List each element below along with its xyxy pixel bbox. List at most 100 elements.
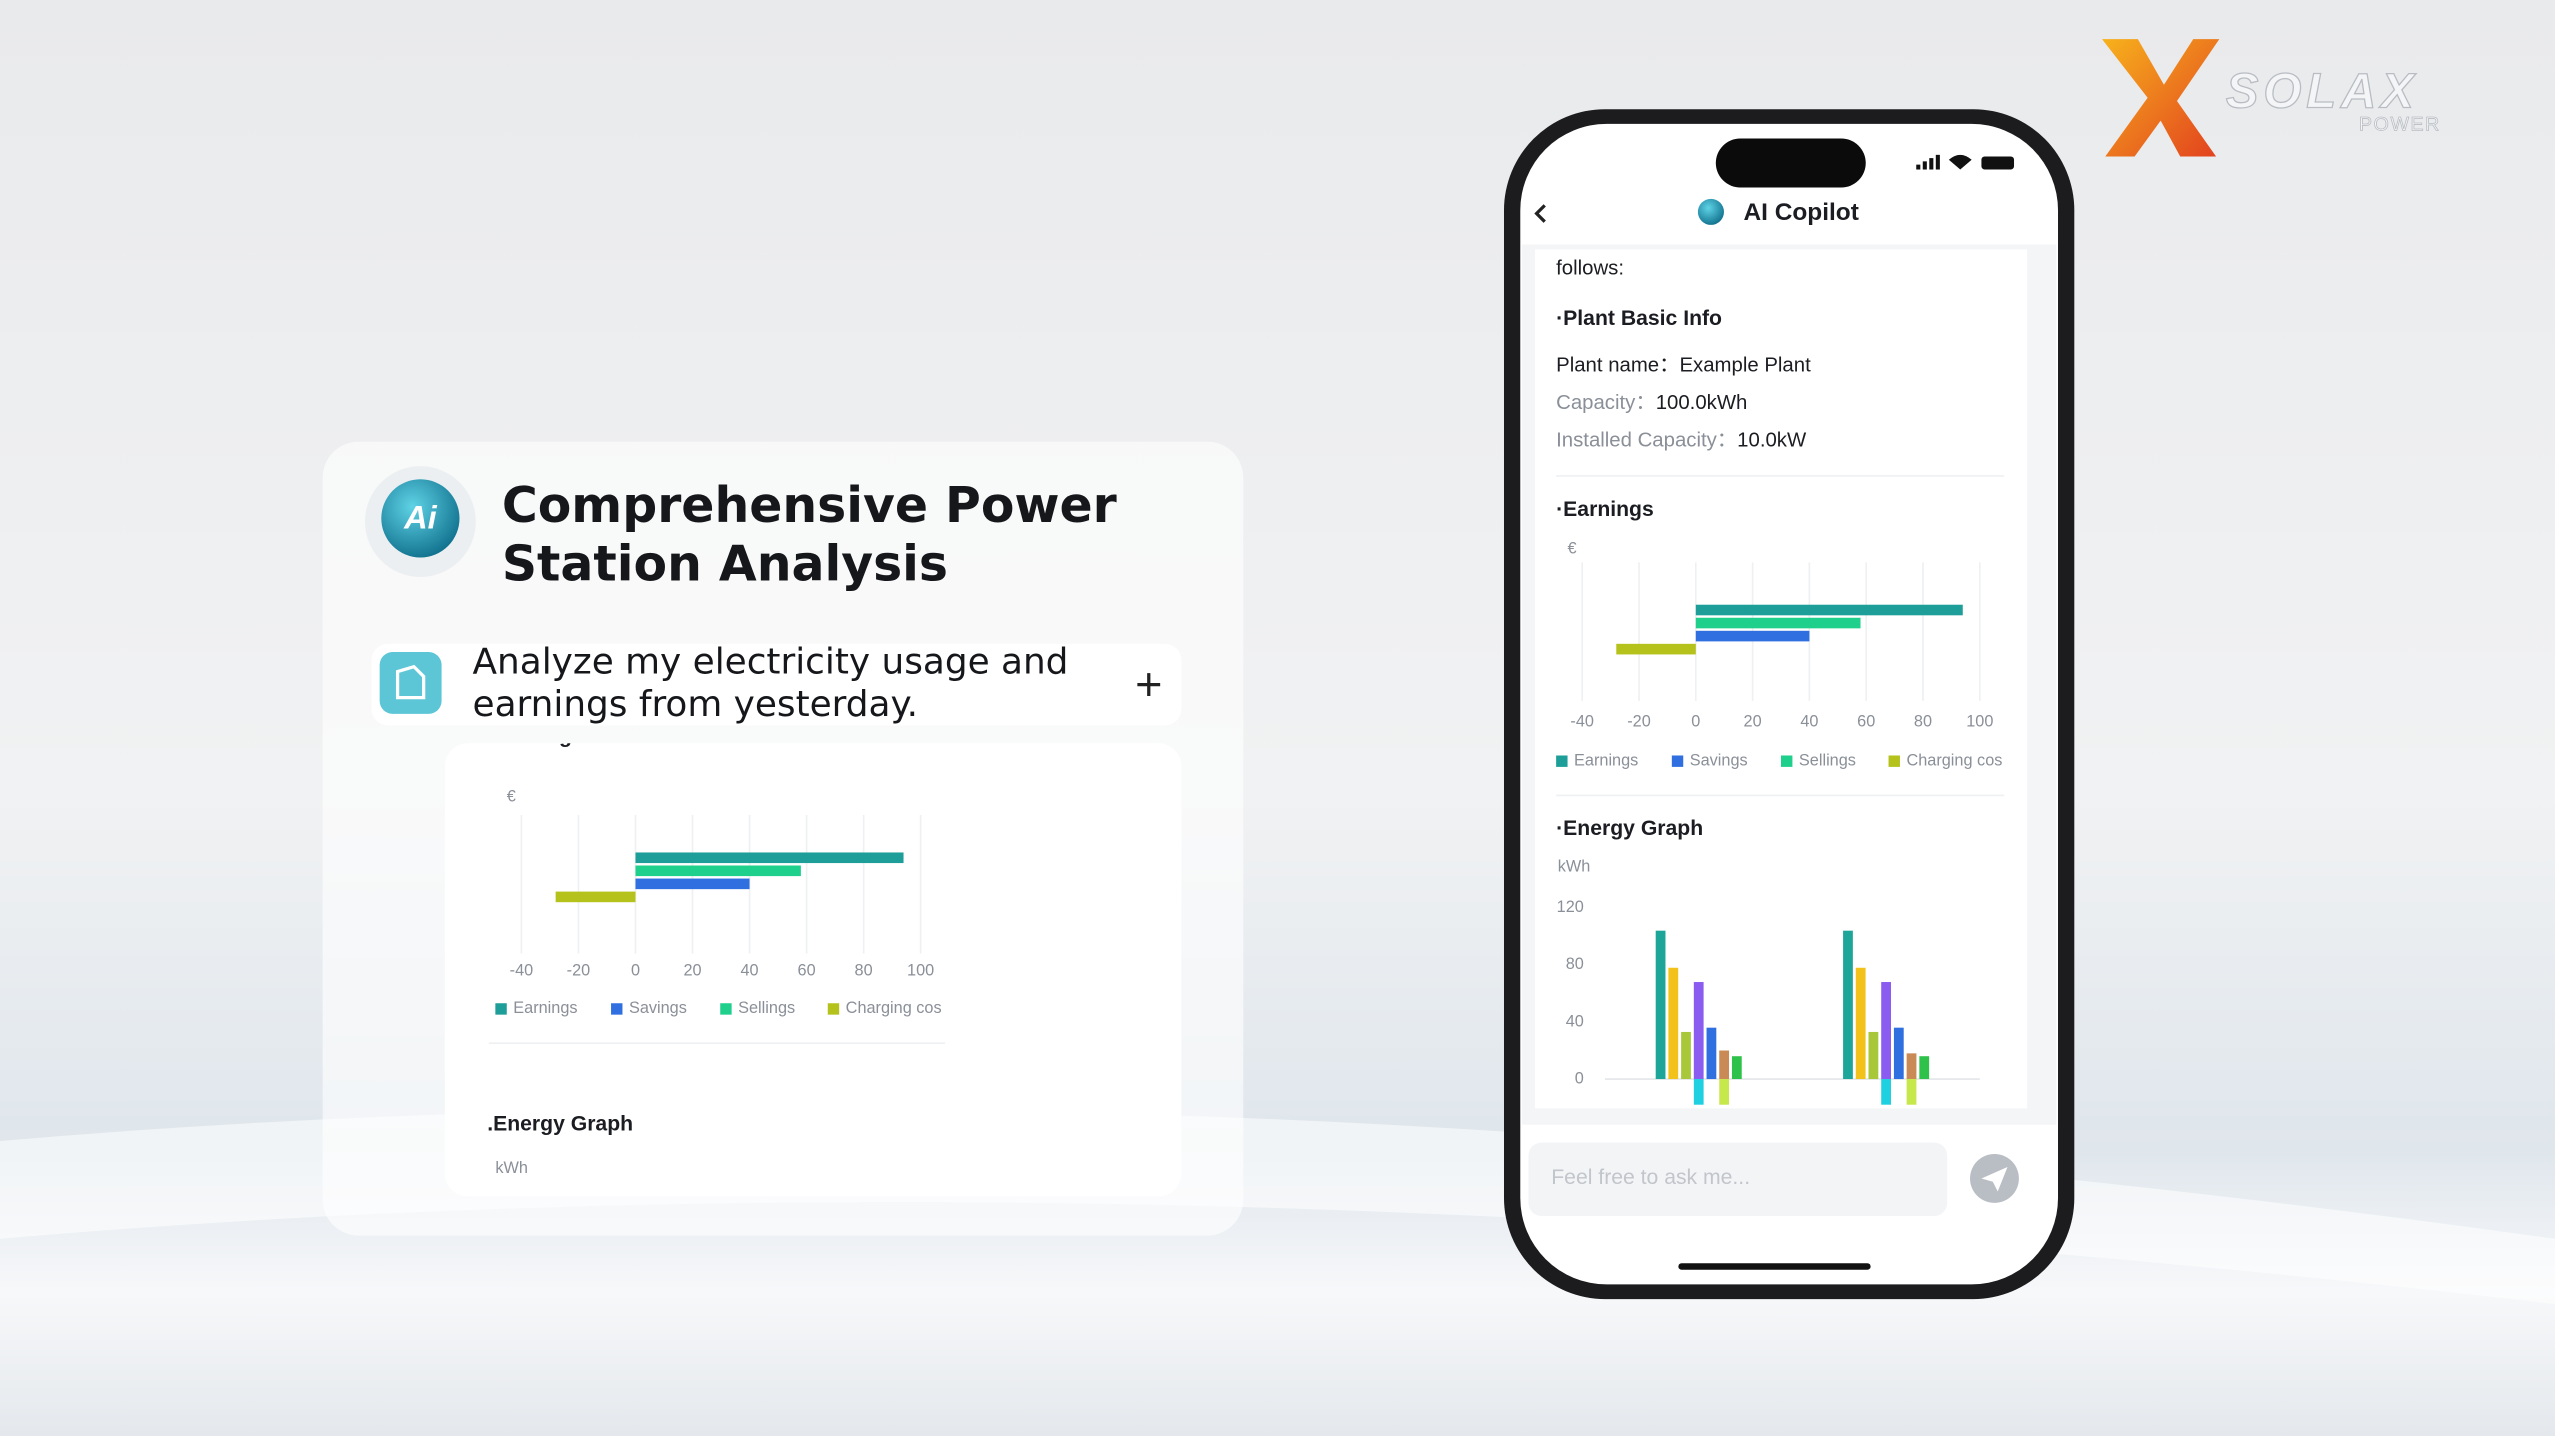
info-row: Plant name：Example Plant [1556, 355, 1811, 377]
info-value: 100.0kWh [1656, 393, 1748, 415]
x-tick-label: -40 [510, 962, 534, 980]
section-heading: ·Energy Graph [1556, 817, 1703, 840]
legend-swatch [495, 1003, 507, 1015]
brand-name: SOLAX [2226, 64, 2419, 118]
prompt-box[interactable] [371, 643, 1182, 726]
preview-content: .Earnings .Energy Graph kWh € -40 -20 0 20 40… [487, 724, 946, 1177]
message-text: follows: [1556, 257, 1624, 279]
x-tick-label: 80 [855, 962, 873, 980]
phone: AI Copilot follows: ·Plant Basic Info Pl… [1503, 109, 2075, 1300]
x-tick-label: -20 [1627, 712, 1651, 730]
back-button[interactable] [1534, 204, 1546, 223]
bar [1719, 1079, 1730, 1105]
x-tick-label: 60 [798, 962, 816, 980]
legend: Earnings Savings Sellings Charging cos [1556, 751, 2002, 769]
y-tick-label: 0 [1575, 1069, 1584, 1087]
unit-label: kWh [1558, 857, 1591, 875]
x-tick-label: 40 [1800, 712, 1818, 730]
info-value: 10.0kW [1737, 430, 1807, 452]
unit-label: € [507, 787, 516, 805]
x-tick-label: -20 [567, 962, 591, 980]
bar [1906, 1079, 1917, 1105]
info-label: Plant name： [1556, 355, 1679, 377]
preview-panel [444, 743, 1182, 1197]
bar [1843, 930, 1853, 1080]
ai-icon [381, 479, 460, 558]
legend-swatch [1888, 755, 1900, 767]
dynamic-island [1715, 138, 1866, 188]
brand-logo: SOLAX POWER [2102, 39, 2440, 157]
home-indicator [1678, 1263, 1871, 1270]
prompt-icon [379, 651, 442, 714]
logo-mark [2102, 39, 2220, 157]
bar [1706, 1027, 1717, 1080]
x-tick-label: 100 [907, 962, 934, 980]
x-tick-label: 100 [1966, 712, 1993, 730]
unit-label: kWh [495, 1159, 528, 1177]
bar [1719, 1050, 1730, 1080]
message-card [1534, 249, 2028, 1109]
ai-icon [1697, 198, 1724, 225]
bar [1695, 617, 1861, 629]
info-row: Capacity：100.0kWh [1556, 393, 1747, 415]
prompt-text: earnings from yesterday. [473, 684, 918, 725]
x-tick-label: 20 [683, 962, 701, 980]
bar [1693, 1079, 1704, 1105]
legend-label: Savings [629, 999, 687, 1017]
prompt-text: Analyze my electricity usage and [473, 641, 1069, 682]
bar [1919, 1056, 1930, 1080]
bar [1668, 967, 1679, 1080]
bar [635, 865, 801, 877]
x-tick-label: 80 [1914, 712, 1932, 730]
card-title: Station Analysis [502, 536, 948, 593]
app-title: AI Copilot [1744, 199, 1859, 226]
bar [1731, 1056, 1742, 1080]
feature-card: Ai Comprehensive Power Station Analysis … [322, 441, 1244, 1236]
bar [1693, 982, 1704, 1080]
bar [1695, 630, 1810, 642]
ai-icon-glyph: Ai [403, 499, 438, 536]
bar [555, 891, 636, 903]
input-placeholder: Feel free to ask me... [1551, 1166, 1750, 1189]
x-tick-label: 60 [1857, 712, 1875, 730]
section-heading: ·Plant Basic Info [1556, 307, 1722, 330]
bar [1893, 1027, 1904, 1080]
legend-swatch [720, 1003, 732, 1015]
y-tick-label: 80 [1566, 955, 1584, 973]
message-content: follows: ·Plant Basic Info Plant name：Ex… [1556, 257, 2005, 1105]
legend-label: Sellings [738, 999, 795, 1017]
bar [1881, 982, 1891, 1080]
legend-swatch [1556, 755, 1568, 767]
unit-label: € [1568, 540, 1577, 558]
status-icons [1916, 154, 2015, 170]
add-button[interactable] [1137, 673, 1161, 696]
legend-swatch [827, 1003, 840, 1015]
x-tick-label: 0 [631, 962, 640, 980]
legend-swatch [1671, 755, 1684, 767]
legend-swatch [611, 1003, 623, 1015]
bar [1906, 1053, 1917, 1080]
y-tick-label: 120 [1557, 898, 1584, 916]
info-label: Capacity： [1556, 393, 1656, 415]
bar [635, 878, 750, 890]
section-heading: .Earnings [487, 724, 583, 747]
info-value: Example Plant [1679, 355, 1811, 377]
legend-label: Earnings [513, 999, 577, 1017]
card-title: Comprehensive Power [502, 477, 1117, 534]
bar [635, 852, 904, 864]
section-heading: ·Earnings [1556, 498, 1654, 521]
prompt-icon-glyph [395, 664, 426, 700]
y-tick-label: 40 [1566, 1012, 1584, 1030]
legend-label: Earnings [1574, 751, 1638, 769]
legend-label: Sellings [1799, 751, 1856, 769]
legend-label: Savings [1690, 751, 1748, 769]
legend-swatch [1781, 755, 1793, 767]
legend-label: Charging cos [1906, 751, 2002, 769]
chat-input[interactable] [1528, 1142, 1948, 1216]
x-tick-label: 20 [1744, 712, 1762, 730]
bar [1681, 1031, 1691, 1080]
section-heading: .Energy Graph [487, 1112, 633, 1135]
bar [1616, 643, 1696, 655]
